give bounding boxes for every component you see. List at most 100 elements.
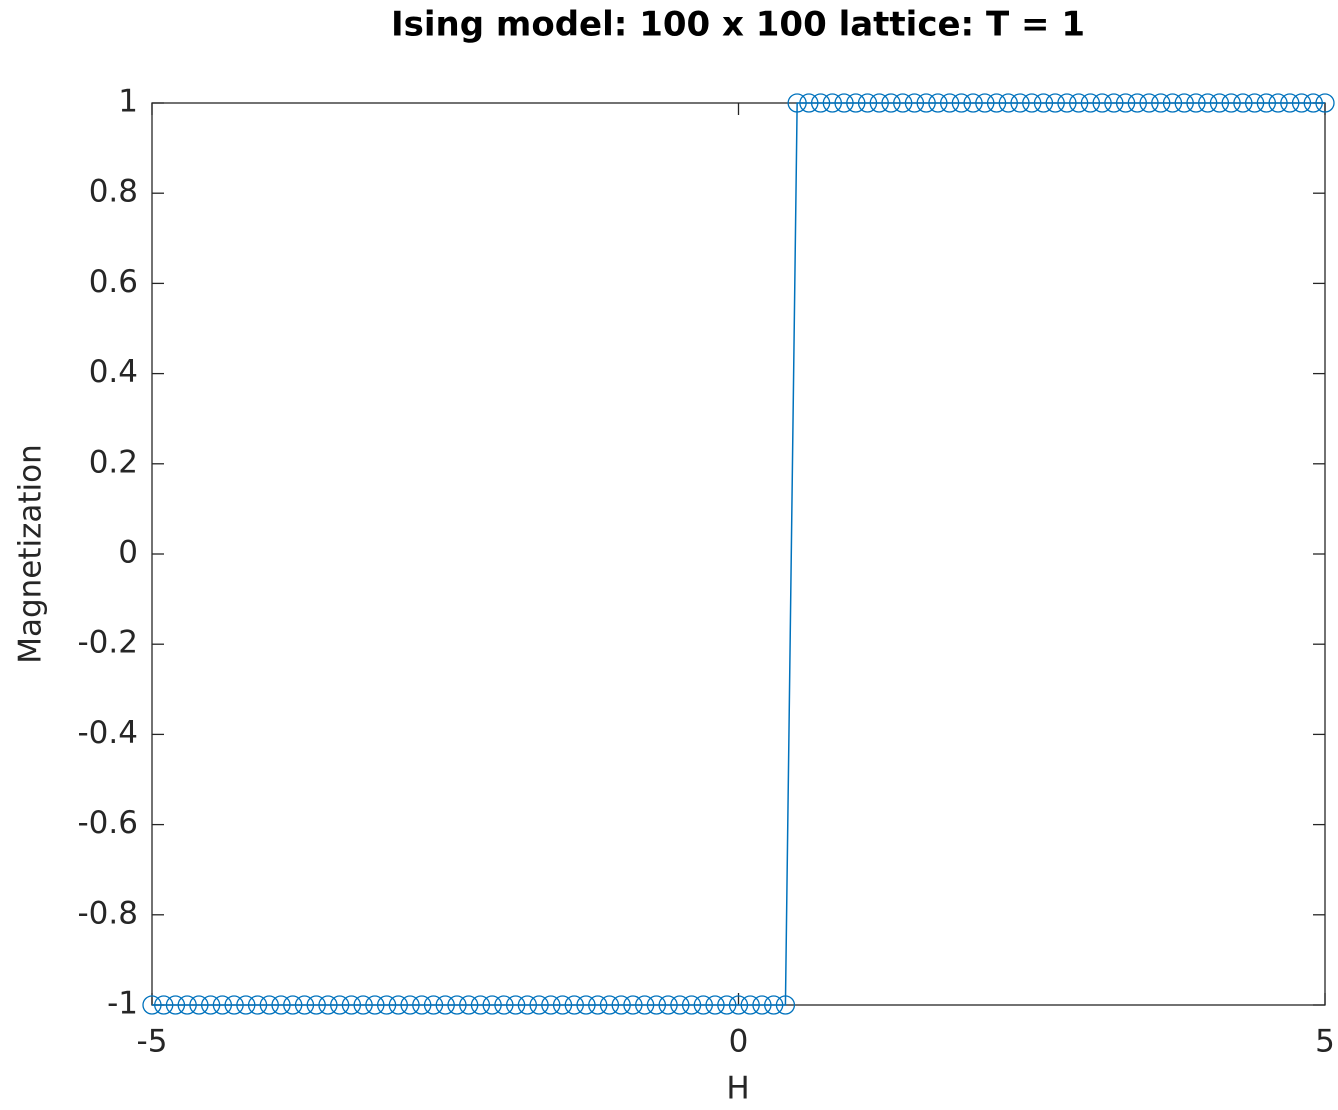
marker <box>881 93 901 113</box>
y-tick-label: 1 <box>118 84 138 120</box>
marker <box>916 93 936 113</box>
marker <box>764 995 784 1015</box>
marker <box>505 995 526 1015</box>
x-axis-label: H <box>726 1071 749 1107</box>
marker <box>541 995 561 1015</box>
x-tick-label: 5 <box>1315 1024 1335 1060</box>
marker <box>975 93 995 113</box>
marker <box>846 93 866 113</box>
marker <box>658 995 678 1015</box>
marker <box>552 995 573 1015</box>
marker <box>1127 93 1147 113</box>
marker <box>306 995 326 1015</box>
marker <box>1010 93 1030 113</box>
marker <box>1033 93 1054 113</box>
marker <box>951 93 972 113</box>
marker <box>1139 93 1159 113</box>
marker <box>904 93 925 113</box>
marker <box>787 93 807 113</box>
marker <box>1256 93 1276 113</box>
marker <box>705 995 725 1015</box>
y-axis-label: Magnetization <box>13 444 49 664</box>
marker <box>330 995 350 1015</box>
marker <box>1233 93 1253 113</box>
marker <box>1280 93 1300 113</box>
marker <box>529 995 549 1015</box>
marker <box>1186 93 1206 113</box>
marker <box>963 93 983 113</box>
marker <box>400 995 420 1015</box>
y-tick-label: -1 <box>107 986 138 1022</box>
marker <box>142 995 162 1015</box>
y-tick-label: 0.2 <box>89 444 138 480</box>
marker <box>1198 93 1218 113</box>
marker <box>939 93 960 113</box>
marker <box>1080 93 1101 113</box>
marker <box>353 995 373 1015</box>
marker <box>283 995 303 1015</box>
marker <box>1174 93 1194 113</box>
marker <box>376 995 397 1015</box>
marker <box>259 995 279 1015</box>
marker <box>1209 93 1230 113</box>
marker <box>236 995 256 1015</box>
marker <box>986 93 1007 113</box>
marker <box>435 995 455 1015</box>
marker <box>611 995 631 1015</box>
marker <box>388 995 408 1015</box>
y-tick-label: 0.4 <box>89 354 138 390</box>
marker <box>740 995 760 1015</box>
marker <box>177 995 197 1015</box>
marker <box>670 995 690 1015</box>
marker <box>165 995 186 1015</box>
marker <box>646 995 667 1015</box>
marker <box>1104 93 1124 113</box>
marker <box>1045 93 1065 113</box>
line <box>152 102 1325 1006</box>
marker <box>1092 93 1112 113</box>
marker <box>294 995 315 1015</box>
marker <box>459 995 479 1015</box>
marker <box>447 995 467 1015</box>
marker <box>494 995 514 1015</box>
marker <box>1151 93 1171 113</box>
marker <box>1268 93 1288 113</box>
marker <box>822 93 842 113</box>
y-tick-label: 0 <box>118 535 138 571</box>
marker <box>423 995 444 1015</box>
marker <box>998 93 1018 113</box>
marker <box>247 995 268 1015</box>
marker <box>588 995 608 1015</box>
marker <box>212 995 233 1015</box>
chart-title: Ising model: 100 x 100 lattice: T = 1 <box>391 5 1085 45</box>
marker <box>1057 93 1077 113</box>
marker <box>693 995 713 1015</box>
marker <box>189 995 209 1015</box>
marker <box>1221 93 1241 113</box>
marker <box>799 93 819 113</box>
marker <box>1115 93 1136 113</box>
marker <box>1162 93 1183 113</box>
marker <box>576 995 596 1015</box>
marker <box>857 93 878 113</box>
marker <box>470 995 491 1015</box>
marker <box>728 995 749 1015</box>
marker <box>775 995 796 1015</box>
y-tick-label: 0.8 <box>89 174 138 210</box>
marker <box>154 995 174 1015</box>
marker <box>1022 93 1042 113</box>
marker <box>635 995 655 1015</box>
marker <box>482 995 502 1015</box>
marker <box>271 995 291 1015</box>
y-tick-label: -0.2 <box>78 625 139 661</box>
marker <box>224 995 244 1015</box>
marker <box>517 995 538 1015</box>
marker <box>599 995 620 1015</box>
y-tick-label: 0.6 <box>89 264 138 300</box>
y-tick-label: -0.6 <box>78 805 139 841</box>
marker <box>623 995 643 1015</box>
marker <box>810 93 831 113</box>
x-tick-label: -5 <box>137 1024 168 1060</box>
marker <box>365 995 385 1015</box>
